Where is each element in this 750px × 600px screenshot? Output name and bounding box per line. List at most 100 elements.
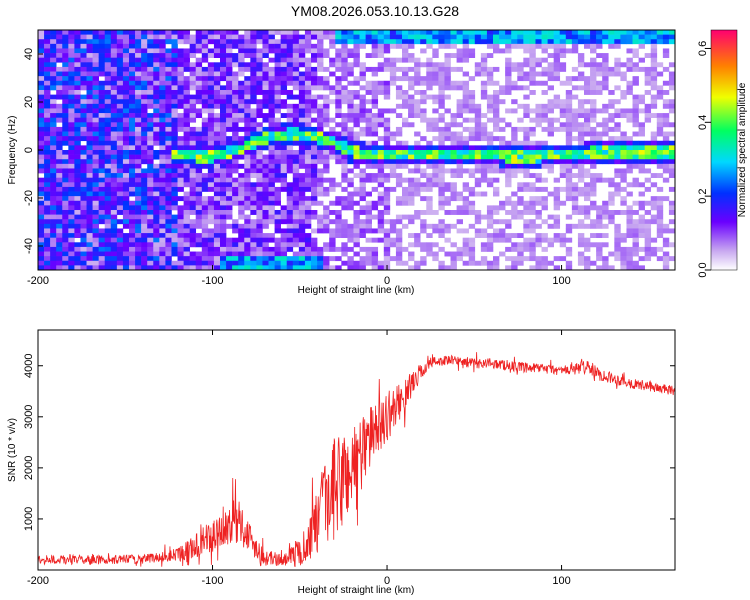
heatmap-cell <box>614 62 621 68</box>
heatmap-cell <box>602 223 609 229</box>
heatmap-cell <box>292 177 300 183</box>
heatmap-cell <box>159 66 166 72</box>
heatmap-cell <box>341 113 348 118</box>
heatmap-cell <box>650 85 658 91</box>
heatmap-cell <box>171 173 178 178</box>
heatmap-cell <box>311 159 318 165</box>
heatmap-cell <box>614 145 621 151</box>
heatmap-cell <box>238 256 245 262</box>
heatmap-cell <box>110 219 118 225</box>
heatmap-cell <box>177 117 184 123</box>
heatmap-cell <box>250 117 257 123</box>
heatmap-cell <box>189 113 197 118</box>
heatmap-cell <box>207 85 215 91</box>
heatmap-cell <box>438 76 445 82</box>
heatmap-cell <box>207 80 215 86</box>
heatmap-cell <box>292 159 300 165</box>
heatmap-cell <box>122 173 130 178</box>
heatmap-cell <box>584 131 591 137</box>
heatmap-cell <box>541 113 548 118</box>
heatmap-cell <box>74 43 81 49</box>
heatmap-cell <box>596 210 603 215</box>
heatmap-cell <box>517 140 524 146</box>
heatmap-cell <box>207 237 215 243</box>
heatmap-cell <box>486 210 494 215</box>
heatmap-cell <box>104 113 112 118</box>
heatmap-cell <box>329 131 336 137</box>
heatmap-cell <box>614 159 621 165</box>
heatmap-cell <box>462 43 470 49</box>
heatmap-cell <box>159 43 166 49</box>
heatmap-cell <box>614 210 621 215</box>
heatmap-cell <box>462 136 470 142</box>
heatmap-cell <box>244 191 251 197</box>
heatmap-cell <box>304 256 312 262</box>
heatmap-cell <box>177 145 184 151</box>
heatmap-cell <box>311 210 318 215</box>
heatmap-cell <box>92 48 99 54</box>
heatmap-cell <box>122 246 130 252</box>
heatmap-cell <box>304 173 312 178</box>
heatmap-cell <box>511 34 518 40</box>
heatmap-cell <box>426 140 433 146</box>
heatmap-cell <box>590 173 597 178</box>
heatmap-cell <box>414 57 421 63</box>
heatmap-cell <box>177 256 184 262</box>
heatmap-cell <box>383 196 391 202</box>
heatmap-cell <box>298 219 306 225</box>
heatmap-cell <box>311 140 318 146</box>
heatmap-cell <box>68 182 75 188</box>
heatmap-cell <box>56 251 63 257</box>
heatmap-cell <box>493 168 500 174</box>
heatmap-cell <box>662 177 670 183</box>
heatmap-cell <box>38 122 45 128</box>
heatmap-cell <box>389 159 397 165</box>
heatmap-cell <box>189 256 197 262</box>
heatmap-cell <box>56 246 63 252</box>
heatmap-cell <box>232 80 239 86</box>
heatmap-cell <box>304 57 312 63</box>
heatmap-cell <box>584 108 591 114</box>
heatmap-cell <box>98 205 106 211</box>
heatmap-cell <box>638 205 645 211</box>
heatmap-cell <box>377 80 385 86</box>
heatmap-cell <box>262 94 269 100</box>
heatmap-cell <box>104 103 112 109</box>
heatmap-cell <box>462 237 470 243</box>
heatmap-cell <box>517 242 524 248</box>
heatmap-cell <box>177 260 184 266</box>
heatmap-cell <box>129 186 136 192</box>
heatmap-cell <box>147 90 154 95</box>
heatmap-cell <box>262 260 269 266</box>
heatmap-cell <box>432 256 439 262</box>
heatmap-cell <box>529 205 536 211</box>
heatmap-cell <box>620 34 627 40</box>
heatmap-cell <box>486 154 494 160</box>
heatmap-cell <box>371 103 379 109</box>
heatmap-cell <box>177 103 184 109</box>
heatmap-cell <box>626 145 633 151</box>
heatmap-cell <box>408 251 415 257</box>
heatmap-cell <box>371 154 379 160</box>
heatmap-cell <box>213 34 221 40</box>
heatmap-cell <box>250 159 257 165</box>
heatmap-cell <box>147 76 154 82</box>
heatmap-cell <box>462 260 470 266</box>
heatmap-cell <box>183 76 190 82</box>
heatmap-cell <box>80 196 87 202</box>
heatmap-cell <box>426 43 433 49</box>
heatmap-cell <box>608 200 615 206</box>
heatmap-cell <box>644 246 652 252</box>
heatmap-cell <box>662 256 670 262</box>
heatmap-cell <box>644 228 652 234</box>
heatmap-cell <box>286 246 294 252</box>
heatmap-cell <box>220 150 227 155</box>
heatmap-cell <box>656 200 664 206</box>
heatmap-cell <box>444 168 451 174</box>
heatmap-cell <box>50 94 57 100</box>
heatmap-cell <box>626 136 633 142</box>
heatmap-cell <box>577 103 585 109</box>
heatmap-cell <box>571 182 579 188</box>
heatmap-cell <box>432 163 439 169</box>
